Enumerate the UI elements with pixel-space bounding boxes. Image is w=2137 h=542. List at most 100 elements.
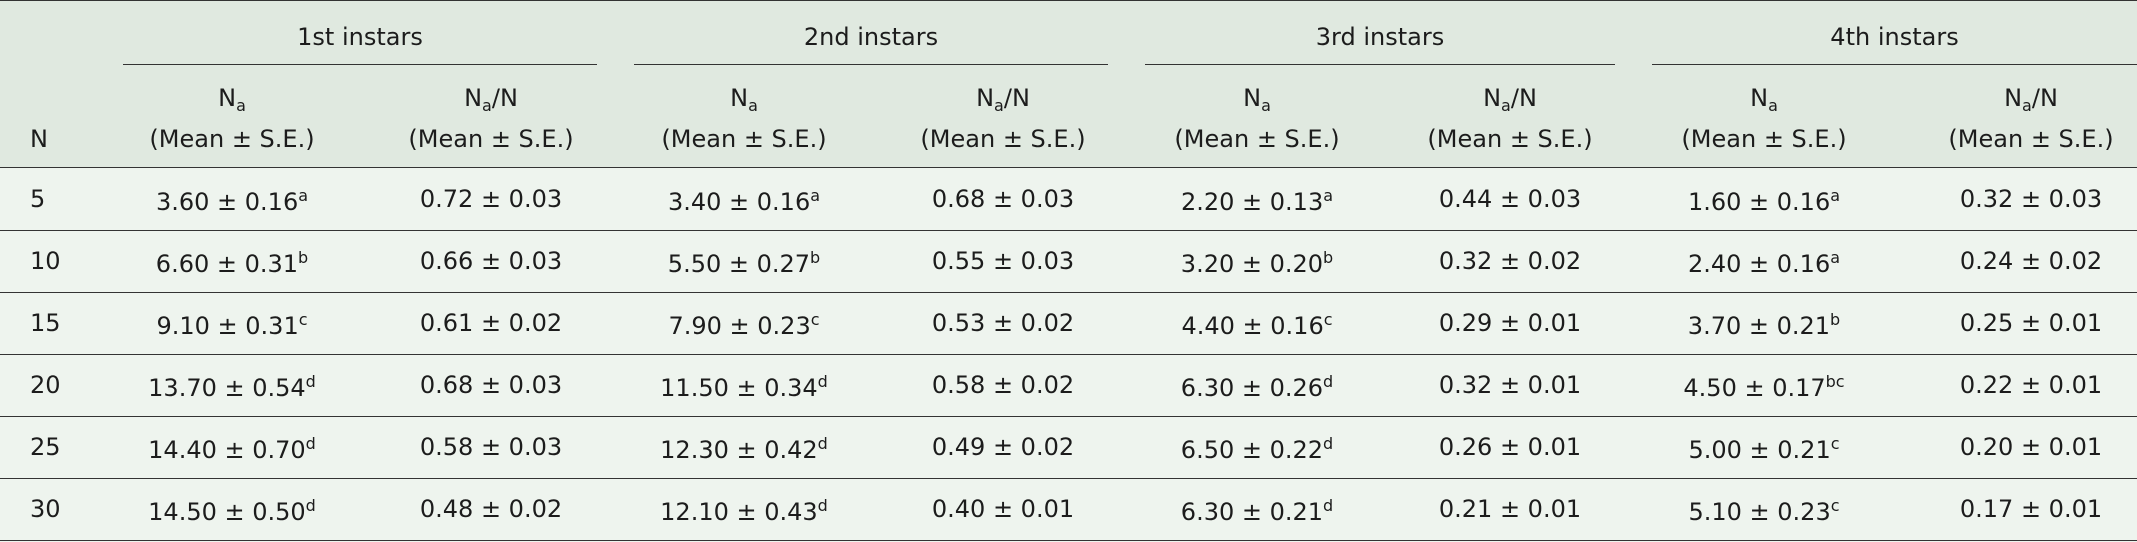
cell: 0.25 ± 0.01 <box>1960 308 2102 338</box>
subscript: a <box>1261 96 1271 115</box>
cell: 5.00 ± 0.21c <box>1688 429 1839 465</box>
cell-value: 3.70 ± 0.21 <box>1687 312 1831 340</box>
cell: 0.32 ± 0.02 <box>1439 246 1581 276</box>
cell: 4.50 ± 0.17bc <box>1683 367 1844 403</box>
cell-value: 3.40 ± 0.16 <box>667 188 811 216</box>
row-label: 15 <box>30 309 61 337</box>
cell-value: 14.50 ± 0.50 <box>148 498 306 526</box>
cell: 0.58 ± 0.02 <box>932 370 1074 400</box>
symbol: N <box>1483 84 1502 112</box>
column-header-unit: (Mean ± S.E.) <box>408 125 574 153</box>
cell: 0.20 ± 0.01 <box>1960 432 2102 462</box>
cell: 5.50 ± 0.27b <box>668 243 820 279</box>
significance-letter: b <box>1830 310 1841 329</box>
cell: 0.22 ± 0.01 <box>1960 370 2102 400</box>
cell: 13.70 ± 0.54d <box>148 367 316 403</box>
subscript: a <box>1501 96 1511 115</box>
cell-value: 0.53 ± 0.02 <box>931 309 1075 337</box>
significance-letter: d <box>305 372 316 391</box>
symbol: N <box>976 84 995 112</box>
subscript: a <box>994 96 1004 115</box>
significance-letter: a <box>1323 186 1334 205</box>
row-rule <box>0 230 2137 231</box>
group-rule <box>1652 64 2137 65</box>
cell: 1.60 ± 0.16a <box>1688 181 1840 217</box>
column-header-unit: (Mean ± S.E.) <box>661 125 827 153</box>
cell-value: 0.32 ± 0.01 <box>1438 371 1582 399</box>
symbol: N <box>2004 84 2023 112</box>
cell-value: 0.66 ± 0.03 <box>419 247 563 275</box>
symbol: N <box>730 84 749 112</box>
cell-value: 0.49 ± 0.02 <box>931 433 1075 461</box>
cell: 0.44 ± 0.03 <box>1439 184 1581 214</box>
cell: 6.30 ± 0.21d <box>1181 491 1333 527</box>
group-header: 4th instars <box>1830 23 1959 51</box>
cell-value: 0.32 ± 0.03 <box>1959 185 2103 213</box>
symbol-suffix: /N <box>491 84 518 112</box>
cell: 0.17 ± 0.01 <box>1960 494 2102 524</box>
symbol-suffix: /N <box>1510 84 1537 112</box>
cell: 0.55 ± 0.03 <box>932 246 1074 276</box>
cell: 3.70 ± 0.21b <box>1688 305 1840 341</box>
significance-letter: a <box>1830 186 1841 205</box>
cell: 0.68 ± 0.03 <box>420 370 562 400</box>
cell-value: 0.48 ± 0.02 <box>419 495 563 523</box>
cell-value: 11.50 ± 0.34 <box>660 374 818 402</box>
cell: 0.32 ± 0.01 <box>1439 370 1581 400</box>
group-rule <box>123 64 597 65</box>
cell: 0.61 ± 0.02 <box>420 308 562 338</box>
column-header: Na/N <box>976 83 1030 121</box>
significance-letter: d <box>817 434 828 453</box>
significance-letter: d <box>817 372 828 391</box>
group-header: 1st instars <box>297 23 423 51</box>
cell-value: 0.68 ± 0.03 <box>419 371 563 399</box>
significance-letter: c <box>1323 310 1333 329</box>
row-label: 20 <box>30 371 61 399</box>
group-header: 3rd instars <box>1315 23 1445 51</box>
column-header: Na/N <box>2004 83 2058 121</box>
significance-letter: d <box>305 496 316 515</box>
cell-value: 1.60 ± 0.16 <box>1687 188 1831 216</box>
significance-letter: d <box>305 434 316 453</box>
cell-value: 9.10 ± 0.31 <box>156 312 299 340</box>
column-header: Na/N <box>464 83 518 121</box>
cell: 6.60 ± 0.31b <box>156 243 308 279</box>
cell-value: 14.40 ± 0.70 <box>148 436 306 464</box>
cell: 14.50 ± 0.50d <box>148 491 316 527</box>
cell-value: 2.40 ± 0.16 <box>1687 250 1831 278</box>
cell: 0.21 ± 0.01 <box>1439 494 1581 524</box>
corner-header: N <box>30 125 48 153</box>
significance-letter: bc <box>1825 372 1845 391</box>
top-rule <box>0 0 2137 1</box>
cell-value: 4.50 ± 0.17 <box>1683 374 1826 402</box>
cell-value: 3.60 ± 0.16 <box>155 188 299 216</box>
cell: 7.90 ± 0.23c <box>668 305 819 341</box>
cell: 9.10 ± 0.31c <box>156 305 307 341</box>
cell-value: 0.17 ± 0.01 <box>1959 495 2103 523</box>
cell-value: 0.44 ± 0.03 <box>1438 185 1582 213</box>
symbol-suffix: /N <box>2031 84 2058 112</box>
row-label: 30 <box>30 495 61 523</box>
cell-value: 6.30 ± 0.21 <box>1180 498 1324 526</box>
significance-letter: c <box>1830 434 1840 453</box>
subscript: a <box>2022 96 2032 115</box>
group-rule <box>634 64 1108 65</box>
cell-value: 13.70 ± 0.54 <box>148 374 306 402</box>
significance-letter: c <box>1830 496 1840 515</box>
subscript: a <box>482 96 492 115</box>
cell-value: 0.25 ± 0.01 <box>1959 309 2103 337</box>
cell-value: 6.50 ± 0.22 <box>1180 436 1324 464</box>
significance-letter: b <box>298 248 309 267</box>
cell: 11.50 ± 0.34d <box>660 367 828 403</box>
column-header-unit: (Mean ± S.E.) <box>1427 125 1593 153</box>
cell-value: 4.40 ± 0.16 <box>1181 312 1324 340</box>
column-header: Na <box>730 83 758 121</box>
subscript: a <box>236 96 246 115</box>
cell-value: 2.20 ± 0.13 <box>1180 188 1324 216</box>
column-header-unit: (Mean ± S.E.) <box>1948 125 2114 153</box>
column-header-unit: (Mean ± S.E.) <box>1681 125 1847 153</box>
row-rule <box>0 292 2137 293</box>
cell: 4.40 ± 0.16c <box>1181 305 1332 341</box>
cell-value: 0.72 ± 0.03 <box>419 185 563 213</box>
